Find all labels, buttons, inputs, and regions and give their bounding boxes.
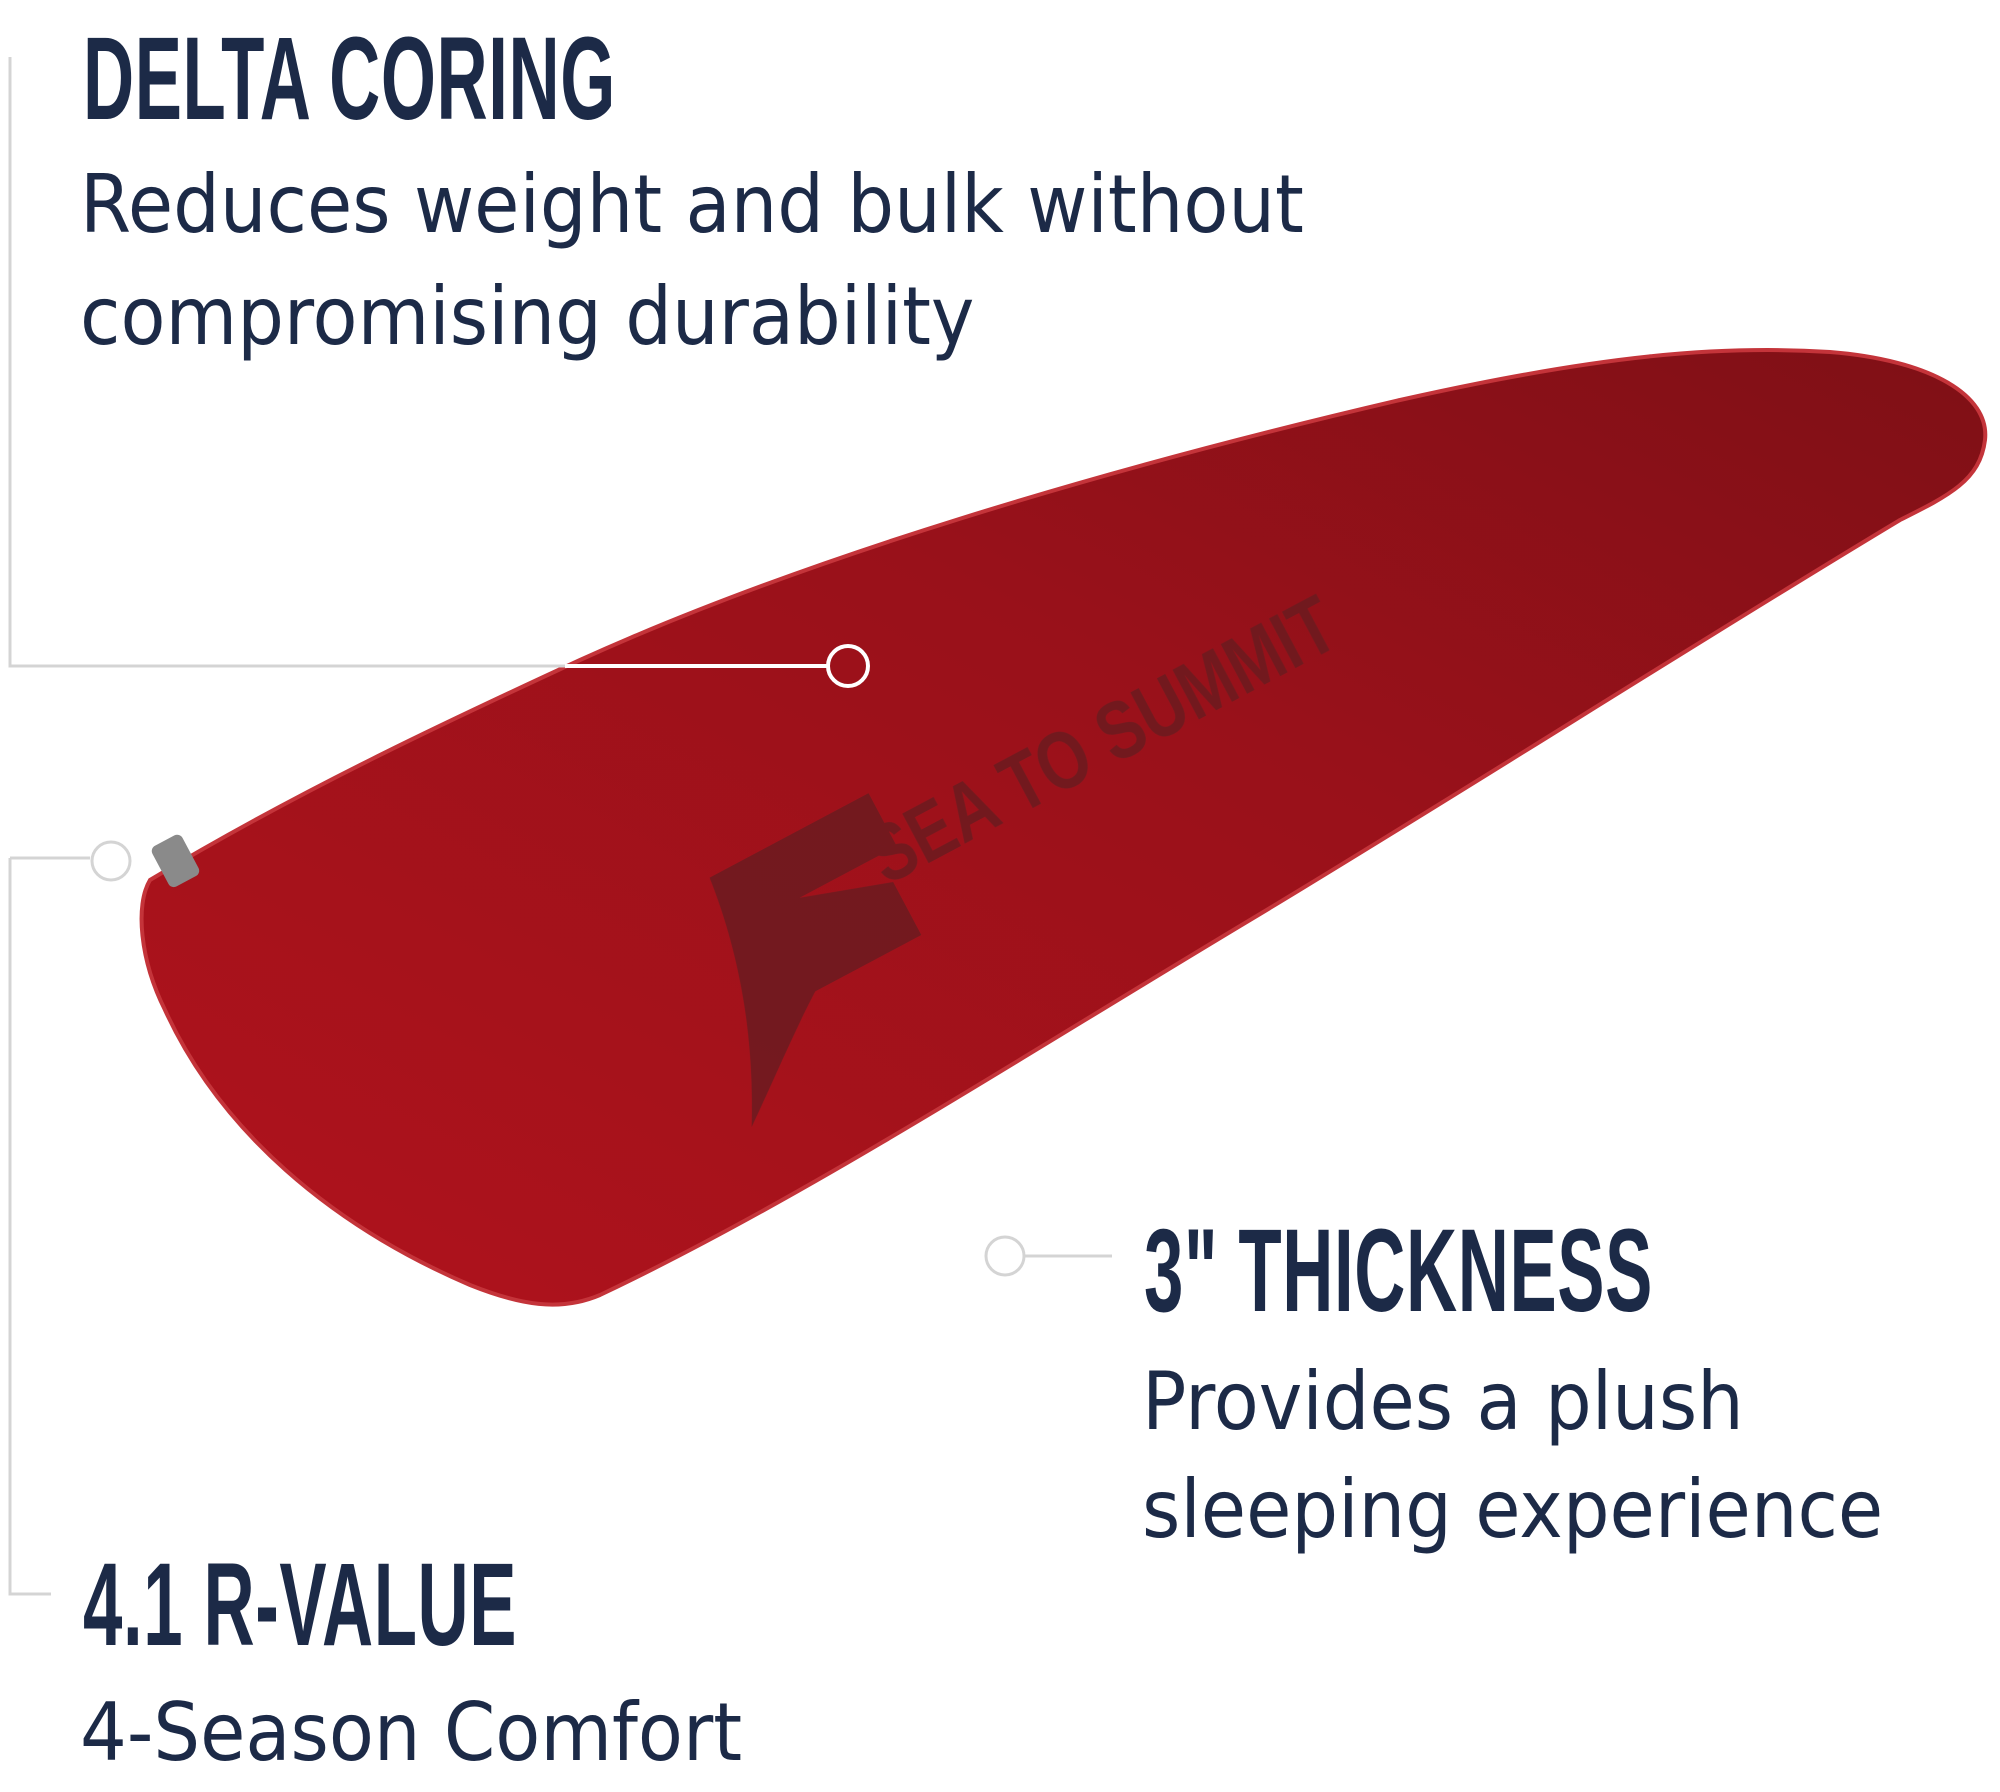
sleeping-mat: [139, 347, 1988, 1307]
feature-desc-r-value: 4-Season Comfort: [80, 1686, 743, 1779]
brand-logo-mark: [709, 793, 922, 1128]
feature-desc-delta-coring-line-1: Reduces weight and bulk without: [80, 158, 1304, 251]
valve: [151, 834, 200, 888]
feature-desc-delta-coring-line-2: compromising durability: [80, 270, 975, 363]
callout-dot-r-value: [90, 840, 132, 882]
feature-desc-thickness-line-2: sleeping experience: [1142, 1463, 1884, 1556]
callout-dot-thickness: [984, 1235, 1026, 1277]
feature-desc-thickness-line-1: Provides a plush: [1142, 1355, 1744, 1448]
callout-line-r-value: [8, 858, 51, 1596]
feature-title-r-value: 4.1 R-VALUE: [83, 1539, 518, 1671]
feature-title-thickness: 3" THICKNESS: [1144, 1205, 1653, 1337]
feature-title-delta-coring: DELTA CORING: [83, 13, 616, 145]
callout-line-delta-coring: [8, 57, 565, 668]
callout-dot-delta-coring: [826, 644, 870, 688]
